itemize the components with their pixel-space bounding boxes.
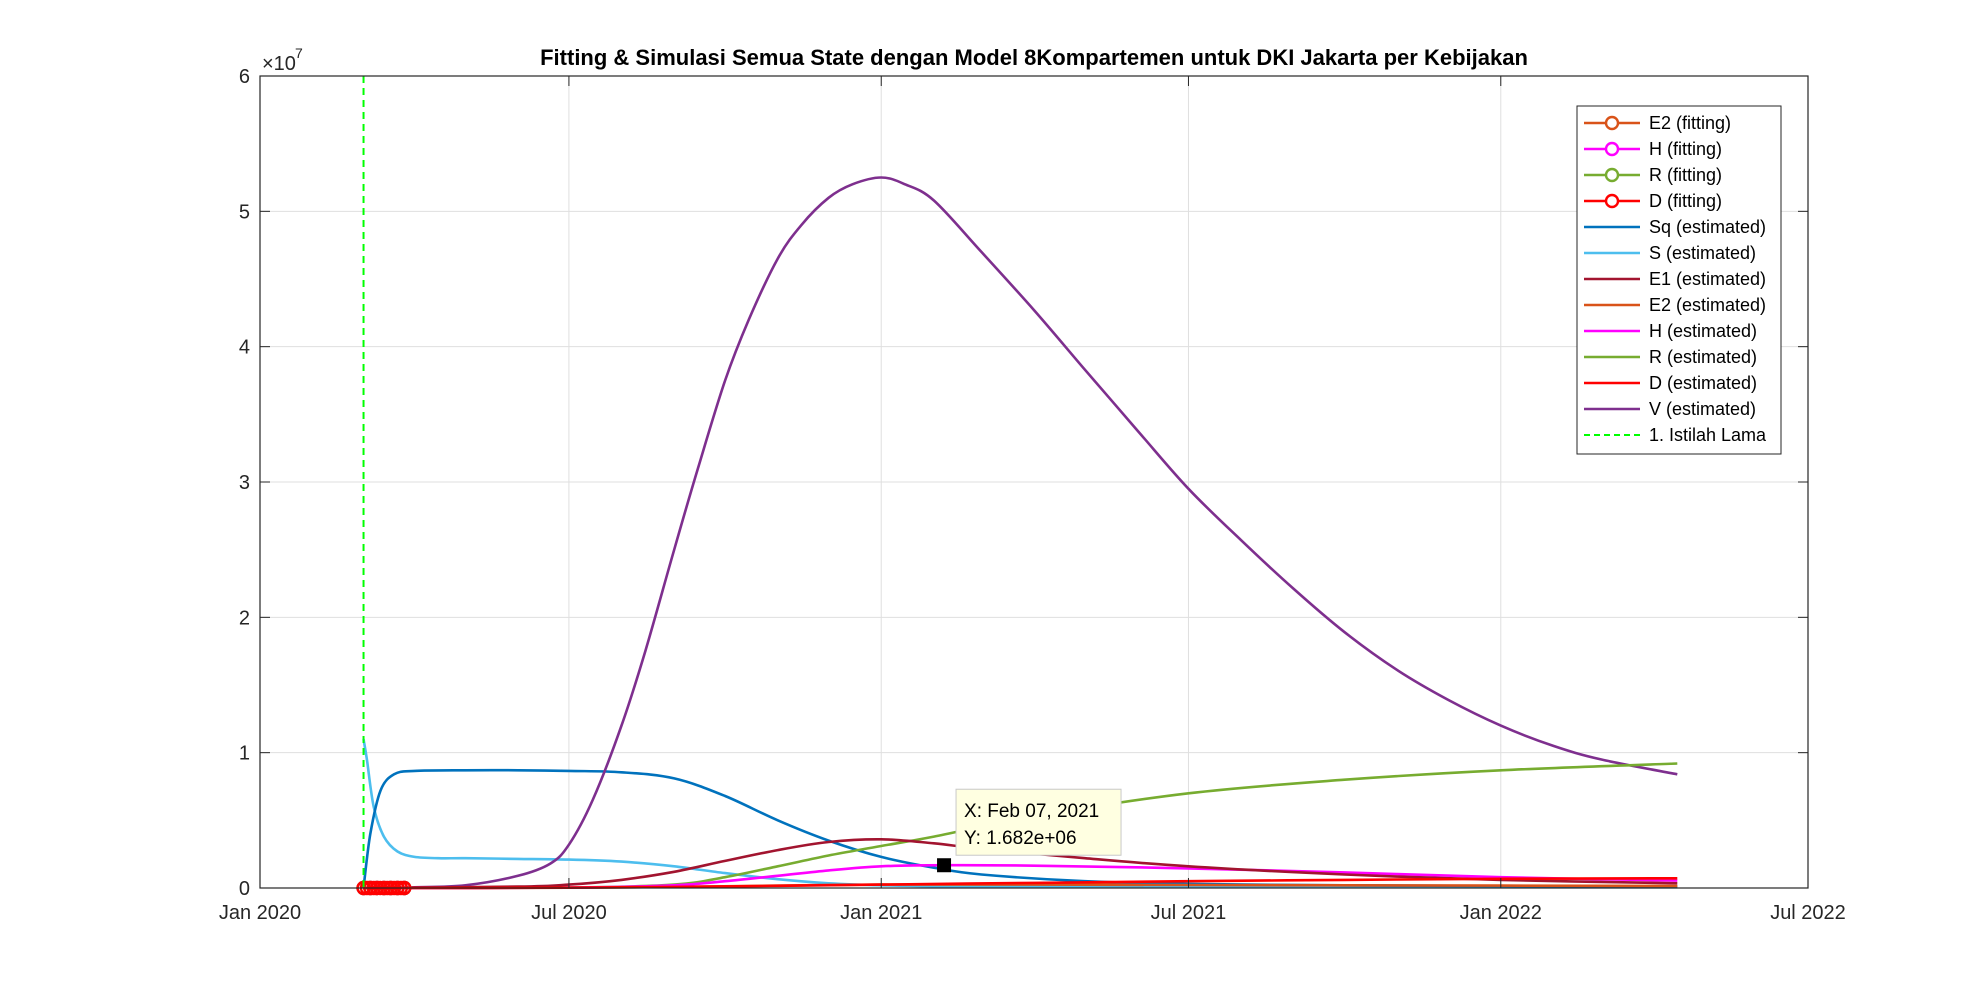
x-tick-label: Jan 2020	[219, 902, 301, 924]
axis-ticks: Jan 2020 Jul 2020 Jan 2021 Jul 2021 Jan 2022…	[219, 66, 1846, 924]
x-tick-label: Jul 2020	[531, 902, 607, 924]
datatip-y-text: Y: 1.682e+06	[964, 828, 1077, 849]
y-tick-label: 1	[239, 743, 250, 765]
series-line-v-estimated	[363, 176, 1678, 890]
datatip-marker[interactable]	[937, 858, 952, 873]
datatip-x-text: X: Feb 07, 2021	[964, 801, 1099, 822]
x-tick-label: Jul 2022	[1770, 902, 1846, 924]
y-exponent-base: ×10	[262, 53, 296, 75]
y-tick-label: 4	[239, 337, 250, 359]
grid-lines	[260, 76, 1808, 888]
x-tick-label: Jul 2021	[1151, 902, 1227, 924]
legend[interactable]: E2 (fitting) H (fitting) R (fitting) D (fit…	[1576, 105, 1782, 455]
y-tick-label: 2	[239, 607, 250, 629]
datatip[interactable]: X: Feb 07, 2021 Y: 1.682e+06	[937, 788, 1122, 873]
legend-label-1-istilah-lama: 1. Istilah Lama	[1649, 425, 1767, 445]
y-tick-label: 6	[239, 66, 250, 88]
legend-label-e2-estimated: E2 (estimated)	[1649, 295, 1766, 315]
y-tick-label: 3	[239, 472, 250, 494]
series-line-s-estimated	[362, 738, 1678, 889]
legend-label-r-fitting: R (fitting)	[1649, 165, 1722, 185]
chart-title: Fitting & Simulasi Semua State dengan Mo…	[540, 45, 1528, 70]
legend-label-h-fitting: H (fitting)	[1649, 139, 1722, 159]
series-line-e1-estimated	[363, 837, 1678, 890]
legend-label-d-estimated: D (estimated)	[1649, 373, 1757, 393]
legend-marker-r-fitting	[1604, 167, 1620, 183]
datatip-box	[955, 788, 1122, 856]
y-tick-label: 5	[239, 201, 250, 223]
legend-label-r-estimated: R (estimated)	[1649, 347, 1757, 367]
legend-marker-d-fitting	[1604, 193, 1620, 209]
legend-label-v-estimated: V (estimated)	[1649, 399, 1756, 419]
legend-marker-h-fitting	[1604, 141, 1620, 157]
legend-label-e1-estimated: E1 (estimated)	[1649, 269, 1766, 289]
legend-label-s-estimated: S (estimated)	[1649, 243, 1756, 263]
y-exponent-power: 7	[295, 45, 303, 61]
y-tick-label: 0	[239, 878, 250, 900]
y-exponent: ×10 7	[262, 45, 303, 75]
legend-marker-e2-fitting	[1604, 115, 1620, 131]
x-tick-label: Jan 2022	[1460, 902, 1542, 924]
legend-label-h-estimated: H (estimated)	[1649, 321, 1757, 341]
x-tick-label: Jan 2021	[840, 902, 922, 924]
legend-label-e2-fitting: E2 (fitting)	[1649, 113, 1731, 133]
legend-label-sq-estimated: Sq (estimated)	[1649, 217, 1766, 237]
legend-label-d-fitting: D (fitting)	[1649, 191, 1722, 211]
